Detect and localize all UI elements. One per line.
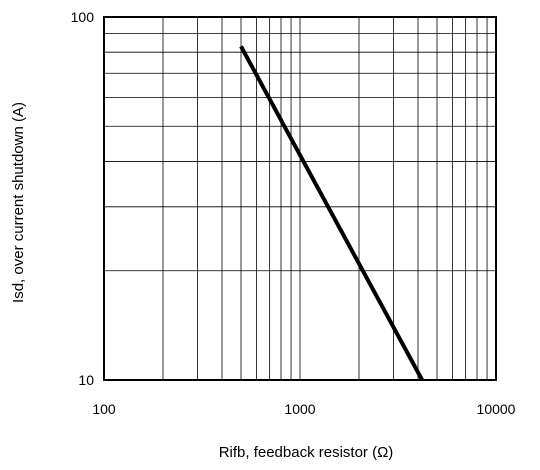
y-tick-label: 10	[78, 372, 94, 388]
series-layer	[239, 45, 424, 381]
y-axis-label: Isd, over current shutdown (A)	[10, 102, 27, 303]
x-tick-label: 10000	[477, 401, 516, 417]
x-axis-label: Rifb, feedback resistor (Ω)	[219, 444, 394, 461]
series-line	[239, 45, 424, 381]
y-tick-label: 100	[71, 9, 95, 25]
x-tick-label: 1000	[284, 401, 315, 417]
y-tick-labels: 10 100	[71, 9, 95, 388]
grid-lines	[104, 17, 496, 380]
x-tick-labels: 100 1000 10000	[92, 401, 515, 417]
plot-frame	[103, 16, 497, 381]
x-tick-label: 100	[92, 401, 116, 417]
